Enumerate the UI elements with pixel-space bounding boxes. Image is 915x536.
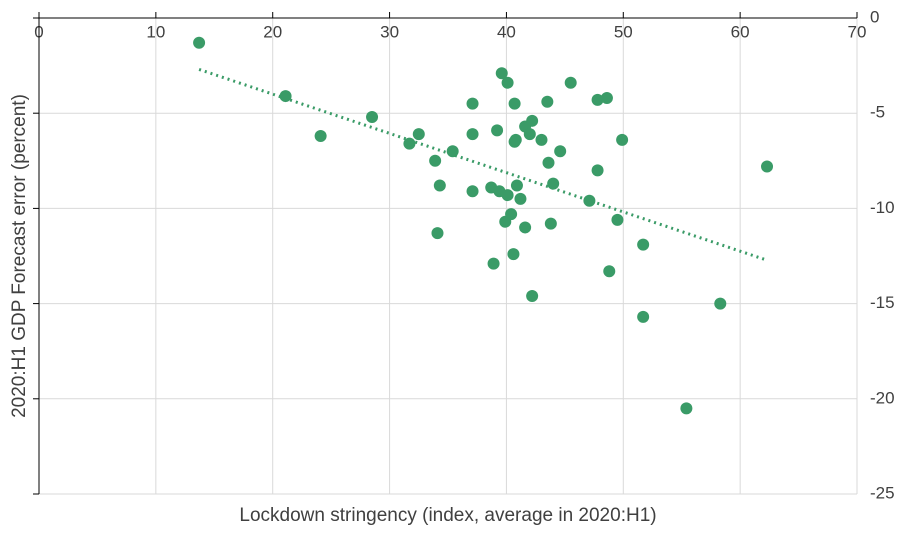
point <box>514 192 527 205</box>
y-tick-label: -5 <box>870 103 885 122</box>
point <box>431 227 444 240</box>
y-tick-label: -25 <box>870 483 895 502</box>
point <box>466 128 479 141</box>
point <box>509 133 522 146</box>
point <box>611 213 624 226</box>
y-tick-label: 0 <box>870 7 879 26</box>
x-tick-label: 30 <box>380 22 399 41</box>
point <box>564 76 577 89</box>
x-tick-label: 20 <box>263 22 282 41</box>
point <box>680 402 693 415</box>
point <box>508 97 521 110</box>
point <box>495 67 508 80</box>
y-tick-label: -20 <box>870 388 895 407</box>
x-tick-label: 60 <box>731 22 750 41</box>
point <box>600 91 613 104</box>
y-tick-label: -15 <box>870 293 895 312</box>
point <box>314 130 327 143</box>
x-tick-label: 50 <box>614 22 633 41</box>
point <box>193 36 206 49</box>
point <box>761 160 774 173</box>
x-tick-label: 70 <box>848 22 867 41</box>
y-axis-title: 2020:H1 GDP Forecast error (percent) <box>9 94 30 418</box>
point <box>547 177 560 190</box>
x-tick-label: 10 <box>146 22 165 41</box>
point <box>637 238 650 251</box>
point <box>544 217 557 230</box>
point <box>526 289 539 302</box>
y-tick-label: -10 <box>870 198 895 217</box>
point <box>542 156 555 169</box>
point <box>403 137 416 150</box>
point <box>412 128 425 141</box>
point <box>510 179 523 192</box>
point <box>591 93 604 106</box>
point <box>526 114 539 127</box>
trendline <box>198 67 767 262</box>
point <box>487 257 500 270</box>
point <box>714 297 727 310</box>
point <box>505 208 518 221</box>
point <box>466 185 479 198</box>
point <box>279 90 292 103</box>
point <box>429 154 442 167</box>
point <box>433 179 446 192</box>
point <box>366 111 379 124</box>
point <box>637 310 650 323</box>
point <box>491 124 504 137</box>
point <box>554 145 567 158</box>
point <box>466 97 479 110</box>
point <box>519 221 532 234</box>
point <box>446 145 459 158</box>
point <box>507 248 520 261</box>
point <box>583 194 596 207</box>
point <box>541 95 554 108</box>
point <box>523 128 536 141</box>
x-axis-title: Lockdown stringency (index, average in 2… <box>239 505 656 526</box>
point <box>591 164 604 177</box>
point <box>603 265 616 278</box>
x-tick-label: 40 <box>497 22 516 41</box>
point <box>616 133 629 146</box>
point <box>535 133 548 146</box>
point <box>501 76 514 89</box>
point <box>501 189 514 202</box>
